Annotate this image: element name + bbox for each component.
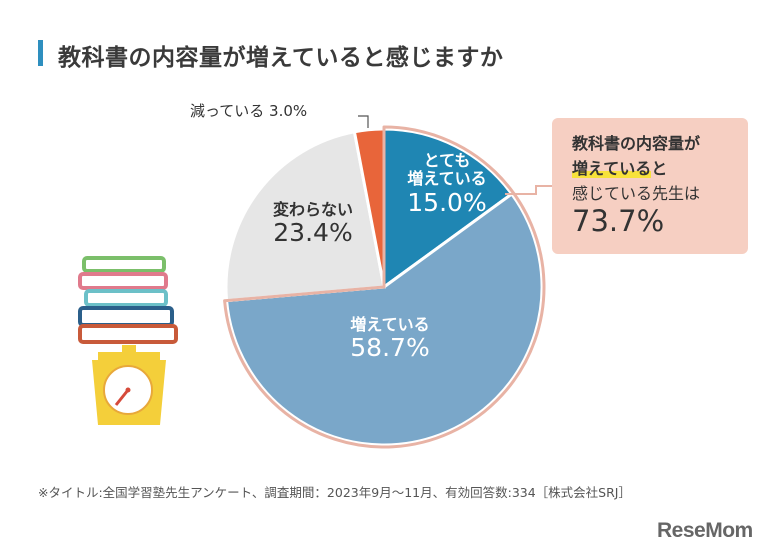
title-accent-bar: [38, 40, 43, 66]
callout-value: 73.7%: [572, 204, 665, 238]
callout-line1: 教科書の内容量が: [572, 134, 701, 153]
callout-highlight: 増えている: [572, 159, 652, 178]
small-label-leader: [358, 115, 369, 128]
slice-value-totemo: 15.0%: [407, 187, 487, 217]
slice-value-kawaranai: 23.4%: [273, 218, 353, 248]
slice-label-fueteiru-text: 増えている: [350, 315, 430, 334]
pie-slice-kawaranai: [224, 130, 386, 303]
slice-value-fueteiru: 58.7%: [350, 333, 430, 363]
slice-label-totemo-line1: とても: [423, 151, 471, 170]
books-scale-illustration: [78, 256, 178, 425]
slice-label-kawaranai: 変わらない 23.4%: [258, 200, 368, 248]
slice-label-hetteiru-text: 減っている: [190, 102, 265, 120]
page-title: 教科書の内容量が増えていると感じますか: [58, 45, 504, 71]
slice-label-fueteiru: 増えている 58.7%: [330, 315, 450, 363]
callout-connector: [505, 185, 552, 195]
slice-label-totemo-line2: 増えている: [407, 169, 487, 189]
callout-line2: 増えていると: [572, 155, 667, 179]
pie-slice-totemo: [382, 127, 514, 290]
slice-value-hetteiru: 3.0%: [269, 102, 308, 120]
slice-label-hetteiru: 減っている 3.0%: [190, 100, 307, 121]
slice-label-totemo: とても 増えている 15.0%: [392, 151, 502, 218]
slice-label-kawaranai-text: 変わらない: [272, 200, 353, 219]
footnote: ※タイトル:全国学習塾先生アンケート、調査期間：2023年9月～11月、有効回答…: [38, 485, 631, 500]
increased-group-outline: [223, 125, 546, 449]
callout-line2-rest: と: [651, 159, 668, 178]
pie-slices: [223, 125, 546, 449]
pie-slice-fueteiru: [224, 191, 544, 447]
summary-callout: 教科書の内容量が 増えていると 感じている先生は 73.7%: [552, 118, 748, 254]
brand-logo: ReseMom: [657, 519, 753, 542]
callout-line3: 感じている先生は: [572, 184, 701, 203]
